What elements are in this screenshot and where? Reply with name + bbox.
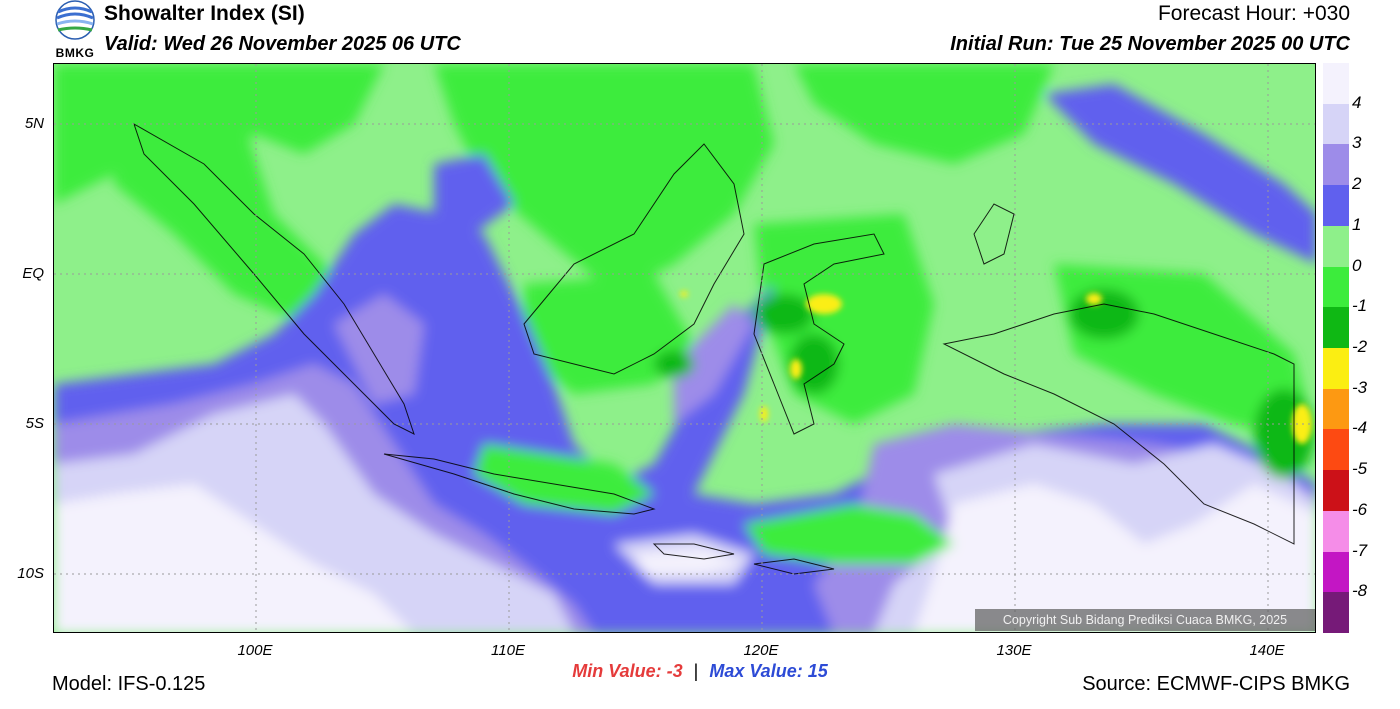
legend-swatch [1323,348,1349,390]
legend-swatch [1323,470,1349,512]
legend-swatch [1323,185,1349,227]
lon-label-100e: 100E [237,642,273,659]
lon-label-110e: 110E [491,642,525,659]
legend-label: -6 [1352,499,1368,519]
legend-swatch [1323,388,1349,430]
max-value: 15 [807,661,828,681]
model-label: Model: IFS-0.125 [52,673,206,695]
legend-swatch [1323,225,1349,268]
lat-label-5n: 5N [24,115,44,132]
min-value: -3 [666,661,683,681]
legend-swatch [1323,510,1349,553]
forecast-hour: Forecast Hour: +030 [1157,2,1350,25]
valid-time: Valid: Wed 26 November 2025 06 UTC [104,33,461,55]
legend-label: 4 [1352,92,1362,112]
lat-label-5s: 5S [25,415,44,432]
legend-swatch [1323,266,1349,308]
legend-swatch [1323,551,1349,593]
legend-swatch [1323,307,1349,349]
legend-label: 3 [1352,133,1362,153]
min-label: Min Value: [572,661,662,681]
lon-label-120e: 120E [743,642,779,659]
legend-label: 1 [1352,214,1362,234]
source-label: Source: ECMWF-CIPS BMKG [1082,673,1350,695]
chart-title: Showalter Index (SI) [104,2,305,25]
legend-label: 2 [1352,174,1362,194]
bmkg-logo [50,0,100,60]
copyright-note: Copyright Sub Bidang Prediksi Cuaca BMKG… [975,609,1315,631]
legend-label: -5 [1352,459,1368,479]
initial-run: Initial Run: Tue 25 November 2025 00 UTC [950,33,1350,55]
lon-label-140e: 140E [1249,642,1285,659]
legend-swatch [1323,592,1349,634]
logo-text: BMKG [55,46,95,60]
legend-label: -3 [1352,377,1368,397]
legend-swatch [1323,429,1349,471]
lat-label-eq: EQ [22,265,44,282]
legend-label: 0 [1352,255,1362,275]
legend-label: -1 [1352,296,1368,316]
legend-label: -7 [1352,540,1368,560]
map-panel [53,63,1316,633]
legend-colorbar [1323,63,1349,634]
lon-label-130e: 130E [996,642,1032,659]
legend-swatch [1323,103,1349,145]
legend-swatch [1323,144,1349,186]
min-max-separator: | [693,661,699,681]
legend-label: -2 [1352,337,1368,356]
legend-label: -8 [1352,581,1368,601]
min-max-values: Min Value: -3 | Max Value: 15 [0,661,1400,682]
lat-label-10s: 10S [17,565,44,582]
legend-label: -4 [1352,418,1368,438]
legend-swatch [1323,63,1349,105]
map-field [54,64,1315,632]
max-label: Max Value: [709,661,803,681]
